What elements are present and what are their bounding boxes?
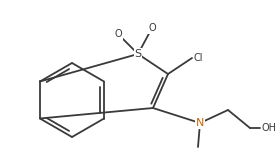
Text: O: O xyxy=(148,23,156,33)
Text: Cl: Cl xyxy=(194,53,204,63)
Text: OH: OH xyxy=(262,123,275,133)
Text: N: N xyxy=(196,118,204,128)
Text: O: O xyxy=(114,29,122,39)
Text: S: S xyxy=(134,49,142,59)
